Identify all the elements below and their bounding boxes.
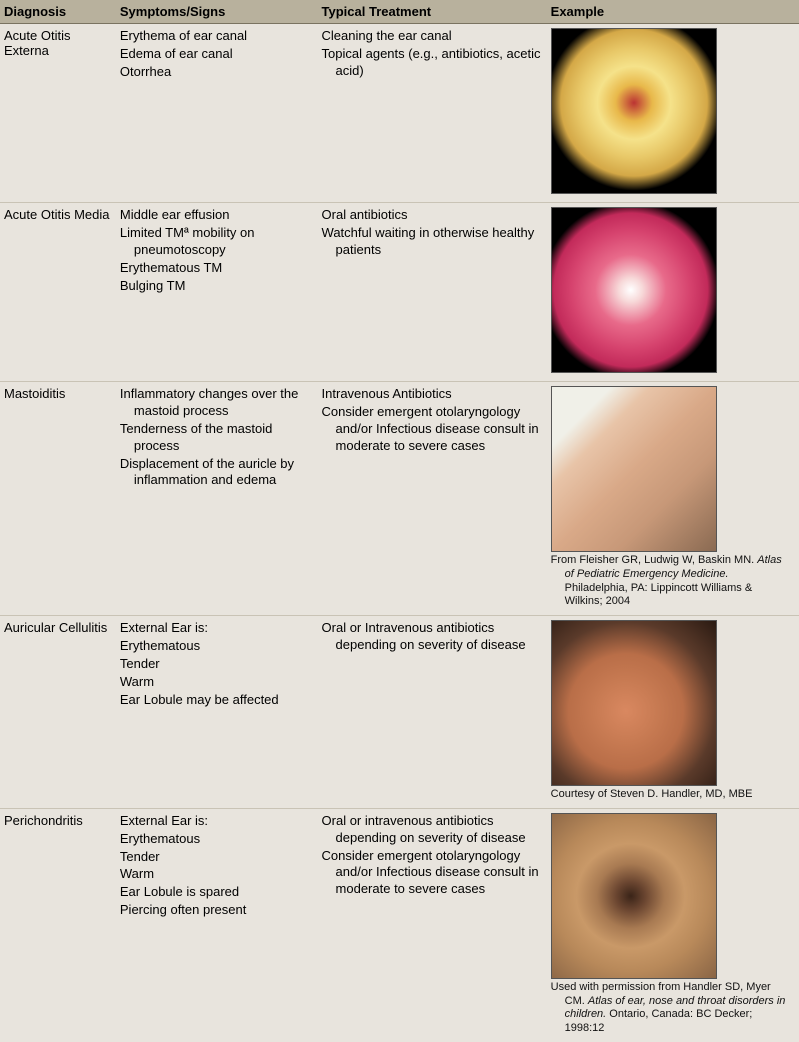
col-treatment: Typical Treatment — [318, 0, 547, 24]
example-cell: From Fleisher GR, Ludwig W, Baskin MN. A… — [547, 382, 799, 616]
treatment-cell: Cleaning the ear canalTopical agents (e.… — [318, 24, 547, 203]
symptom-item: Displacement of the auricle by inflammat… — [120, 456, 314, 490]
symptom-item: Erythematous — [120, 638, 314, 655]
table-row: PerichondritisExternal Ear is:Erythemato… — [0, 808, 799, 1042]
symptom-item: External Ear is: — [120, 620, 314, 637]
treatment-item: Consider emergent otolaryngology and/or … — [322, 404, 543, 455]
treatment-item: Cleaning the ear canal — [322, 28, 543, 45]
symptoms-cell: Erythema of ear canalEdema of ear canalO… — [116, 24, 318, 203]
symptom-item: Limited TMª mobility on pneumotoscopy — [120, 225, 314, 259]
symptom-item: Tender — [120, 849, 314, 866]
image-caption: Used with permission from Handler SD, My… — [551, 981, 791, 1036]
symptom-item: Warm — [120, 866, 314, 883]
treatment-cell: Oral or intravenous antibiotics dependin… — [318, 808, 547, 1042]
treatment-item: Oral antibiotics — [322, 207, 543, 224]
diagnosis-cell: Acute Otitis Externa — [0, 24, 116, 203]
symptom-item: Erythematous — [120, 831, 314, 848]
symptom-item: Tenderness of the mastoid process — [120, 421, 314, 455]
treatment-item: Intravenous Antibiotics — [322, 386, 543, 403]
table-row: Acute Otitis ExternaErythema of ear cana… — [0, 24, 799, 203]
treatment-item: Consider emergent otolaryngology and/or … — [322, 848, 543, 899]
treatment-cell: Intravenous AntibioticsConsider emergent… — [318, 382, 547, 616]
example-image — [551, 28, 717, 194]
treatment-item: Topical agents (e.g., antibiotics, aceti… — [322, 46, 543, 80]
table-header-row: Diagnosis Symptoms/Signs Typical Treatme… — [0, 0, 799, 24]
symptoms-cell: External Ear is:ErythematousTenderWarmEa… — [116, 808, 318, 1042]
symptom-item: Tender — [120, 656, 314, 673]
symptom-item: External Ear is: — [120, 813, 314, 830]
example-cell — [547, 203, 799, 382]
col-symptoms: Symptoms/Signs — [116, 0, 318, 24]
symptom-item: Inflammatory changes over the mastoid pr… — [120, 386, 314, 420]
example-cell — [547, 24, 799, 203]
example-image — [551, 620, 717, 786]
treatment-item: Oral or intravenous antibiotics dependin… — [322, 813, 543, 847]
col-example: Example — [547, 0, 799, 24]
diagnosis-cell: Perichondritis — [0, 808, 116, 1042]
symptoms-cell: External Ear is:ErythematousTenderWarmEa… — [116, 616, 318, 809]
diagnosis-cell: Mastoiditis — [0, 382, 116, 616]
treatment-cell: Oral or Intravenous antibiotics dependin… — [318, 616, 547, 809]
symptom-item: Ear Lobule may be affected — [120, 692, 314, 709]
symptom-item: Edema of ear canal — [120, 46, 314, 63]
symptom-item: Bulging TM — [120, 278, 314, 295]
table-row: MastoiditisInflammatory changes over the… — [0, 382, 799, 616]
example-image — [551, 813, 717, 979]
diagnosis-cell: Acute Otitis Media — [0, 203, 116, 382]
symptom-item: Erythema of ear canal — [120, 28, 314, 45]
diagnosis-cell: Auricular Cellulitis — [0, 616, 116, 809]
example-image — [551, 207, 717, 373]
image-caption: From Fleisher GR, Ludwig W, Baskin MN. A… — [551, 554, 791, 609]
symptoms-cell: Inflammatory changes over the mastoid pr… — [116, 382, 318, 616]
symptom-item: Middle ear effusion — [120, 207, 314, 224]
treatment-item: Oral or Intravenous antibiotics dependin… — [322, 620, 543, 654]
example-image — [551, 386, 717, 552]
table-row: Acute Otitis MediaMiddle ear effusionLim… — [0, 203, 799, 382]
symptoms-cell: Middle ear effusionLimited TMª mobility … — [116, 203, 318, 382]
treatment-cell: Oral antibioticsWatchful waiting in othe… — [318, 203, 547, 382]
symptom-item: Erythematous TM — [120, 260, 314, 277]
symptom-item: Otorrhea — [120, 64, 314, 81]
symptom-item: Warm — [120, 674, 314, 691]
diagnosis-table: Diagnosis Symptoms/Signs Typical Treatme… — [0, 0, 799, 1042]
image-caption: Courtesy of Steven D. Handler, MD, MBE — [551, 788, 791, 802]
example-cell: Used with permission from Handler SD, My… — [547, 808, 799, 1042]
symptom-item: Ear Lobule is spared — [120, 884, 314, 901]
treatment-item: Watchful waiting in otherwise healthy pa… — [322, 225, 543, 259]
table-row: Auricular CellulitisExternal Ear is:Eryt… — [0, 616, 799, 809]
symptom-item: Piercing often present — [120, 902, 314, 919]
example-cell: Courtesy of Steven D. Handler, MD, MBE — [547, 616, 799, 809]
col-diagnosis: Diagnosis — [0, 0, 116, 24]
